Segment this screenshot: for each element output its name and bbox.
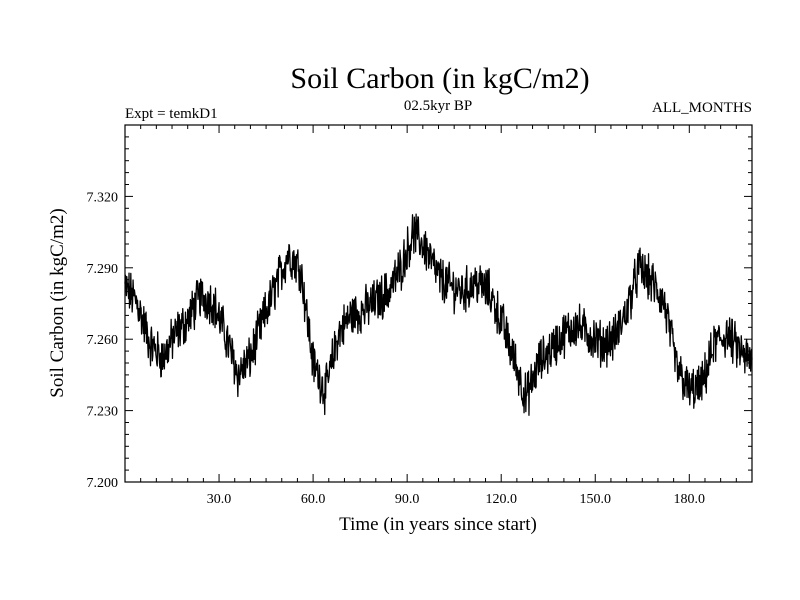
experiment-label: Expt = temkD1 [125,106,218,122]
series-line [124,213,753,416]
y-tick-label: 7.320 [87,190,119,205]
period-label: 02.5kyr BP [404,98,472,114]
x-tick-label: 120.0 [485,492,517,507]
series-layer [124,213,753,416]
x-tick-label: 60.0 [301,492,326,507]
y-tick-label: 7.260 [87,333,119,348]
y-tick-label: 7.200 [87,476,119,491]
x-tick-label: 180.0 [674,492,706,507]
x-axis-label: Time (in years since start) [339,514,537,535]
x-tick-label: 90.0 [395,492,420,507]
y-axis: 7.200 7.230 7.260 7.290 7.320 [87,136,752,491]
y-tick-label: 7.290 [87,262,119,277]
y-tick-label: 7.230 [87,405,119,420]
y-axis-label: Soil Carbon (in kgC/m2) [47,208,68,397]
x-tick-label: 30.0 [207,492,232,507]
months-label: ALL_MONTHS [652,100,752,116]
x-tick-label: 150.0 [580,492,612,507]
chart-title: Soil Carbon (in kgC/m2) [290,62,589,95]
x-axis: 30.0 60.0 90.0 120.0 150.0 180.0 [140,125,737,507]
